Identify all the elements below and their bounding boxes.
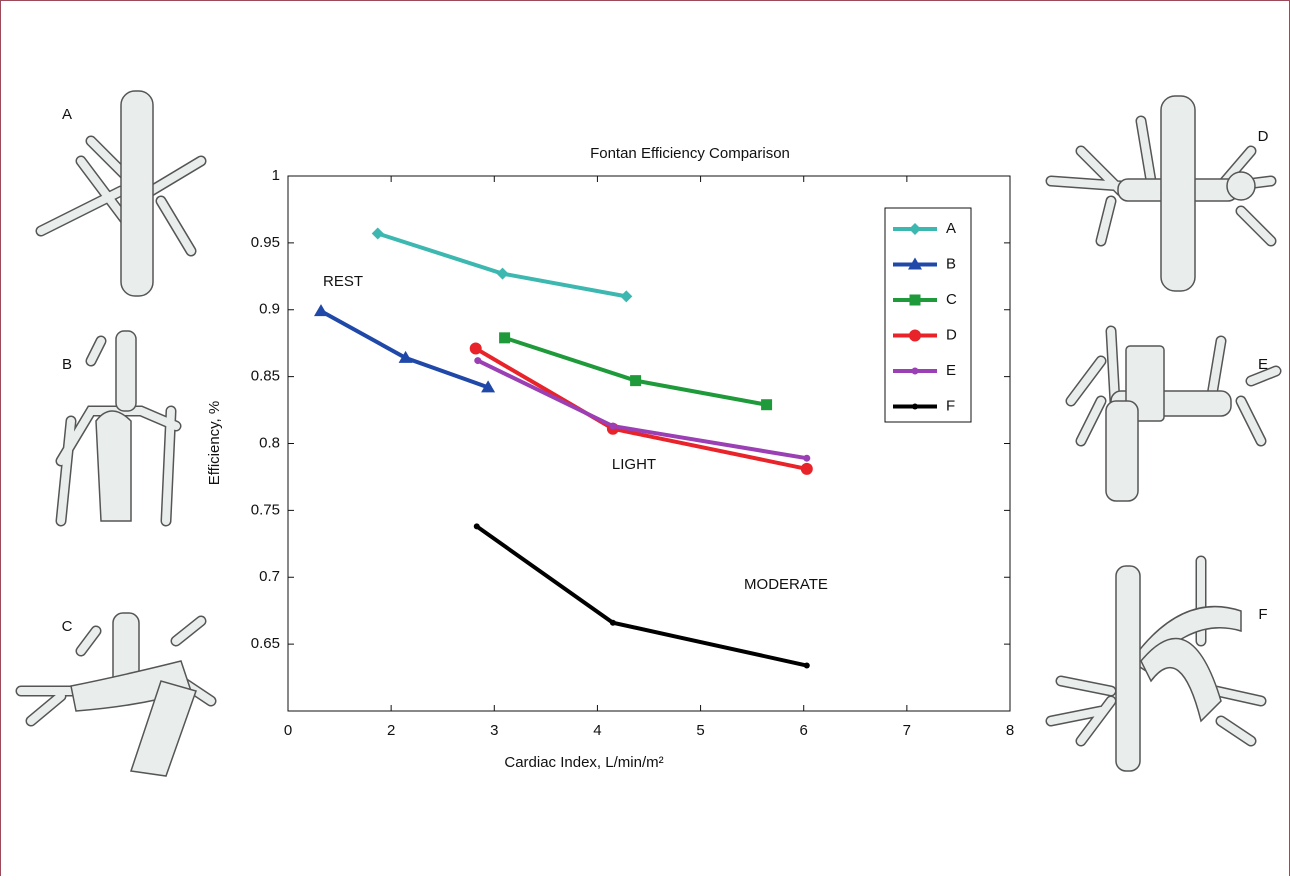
y-tick-label: 0.65 [251,635,280,652]
marker [912,403,918,410]
illustration-label: F [1258,606,1267,623]
marker [473,523,480,530]
chart-title: Fontan Efficiency Comparison [590,145,790,162]
x-tick-label: 8 [1006,722,1014,739]
annotation: MODERATE [744,576,828,593]
vessel-illustration [55,330,182,527]
legend-label: F [946,397,955,414]
vessel-illustration [1045,555,1267,772]
annotation: REST [323,273,363,290]
illustration-label: C [62,618,73,635]
marker [609,619,616,626]
marker [630,375,642,387]
marker [908,257,922,270]
marker [371,227,384,240]
illustration-label: A [62,106,72,123]
marker [909,294,921,306]
y-axis-label: Efficiency, % [206,401,223,485]
marker [469,342,482,355]
vessel-illustration [35,90,207,297]
illustration-label: B [62,356,72,373]
marker [314,304,329,317]
marker [398,350,413,363]
illustration-label: D [1258,128,1269,145]
marker [499,332,511,344]
legend-label: E [946,362,956,379]
x-tick-label: 7 [903,722,911,739]
marker [911,367,919,375]
x-tick-label: 3 [490,722,498,739]
marker [620,290,633,303]
marker [496,267,509,280]
legend-label: C [946,291,957,308]
marker [803,662,810,669]
series-line [377,231,627,299]
marker [800,462,813,475]
y-tick-label: 0.7 [259,568,280,585]
series-line [475,524,808,668]
legend-label: A [946,220,956,237]
marker [761,399,773,411]
legend-label: D [946,326,957,343]
marker [909,329,921,342]
legend-box [884,207,972,423]
illustration-label: E [1258,356,1268,373]
x-axis-label: Cardiac Index, L/min/m² [504,754,663,771]
vessel-illustration [15,612,217,777]
x-tick-label: 6 [800,722,808,739]
y-tick-label: 0.8 [259,434,280,451]
y-tick-label: 0.75 [251,501,280,518]
vessel-illustration [1045,95,1277,292]
x-tick-label: 4 [593,722,601,739]
x-tick-label: 5 [696,722,704,739]
y-tick-label: 0.9 [259,301,280,318]
y-tick-label: 0.95 [251,234,280,251]
series-line [476,358,808,461]
illustrations [15,90,1282,777]
annotation: LIGHT [612,456,656,473]
y-tick-label: 0.85 [251,368,280,385]
vessel-illustration [1065,325,1282,502]
marker [803,454,811,462]
x-tick-label: 2 [387,722,395,739]
marker [609,422,617,430]
legend-label: B [946,255,956,272]
x-tick-label: 0 [284,722,292,739]
marker [481,380,496,393]
series-line [320,309,489,390]
y-tick-label: 1 [272,167,280,184]
marker [474,357,482,365]
marker [909,223,921,235]
